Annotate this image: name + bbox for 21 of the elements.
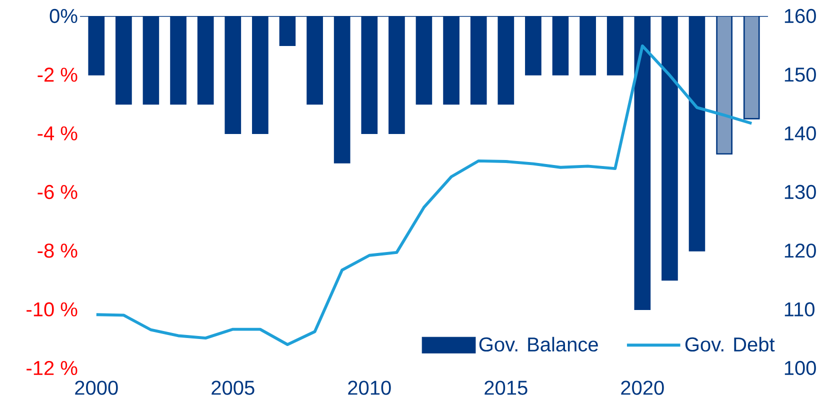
y2-tick-label: 130 bbox=[784, 184, 816, 200]
y-tick-label: 0% bbox=[50, 8, 78, 24]
y2-tick-label: 110 bbox=[784, 302, 814, 316]
y-tick-label: -10 % bbox=[26, 302, 78, 316]
x-tick-label: 2000 bbox=[75, 380, 118, 395]
y2-tick-label: 150 bbox=[784, 68, 816, 82]
y-tick-label: -12 % bbox=[26, 360, 78, 376]
x-tick-label: 2010 bbox=[348, 380, 391, 395]
x-tick-label: 2015 bbox=[484, 380, 528, 395]
y2-tick-label: 140 bbox=[784, 126, 816, 140]
y2-tick-label: 160 bbox=[784, 8, 816, 24]
y-tick-label: -4 % bbox=[38, 126, 78, 140]
x-tick-label: 2005 bbox=[212, 380, 254, 395]
legend-label: Gov. Debt bbox=[685, 336, 775, 352]
y-tick-label: -2 % bbox=[38, 68, 78, 82]
y2-tick-label: 120 bbox=[784, 244, 816, 258]
y2-tick-label: 100 bbox=[784, 360, 816, 376]
legend-label: Gov. Balance bbox=[479, 336, 598, 352]
y-tick-label: -6 % bbox=[38, 184, 78, 200]
x-tick-label: 2020 bbox=[621, 380, 664, 395]
y-tick-label: -8 % bbox=[38, 244, 78, 258]
